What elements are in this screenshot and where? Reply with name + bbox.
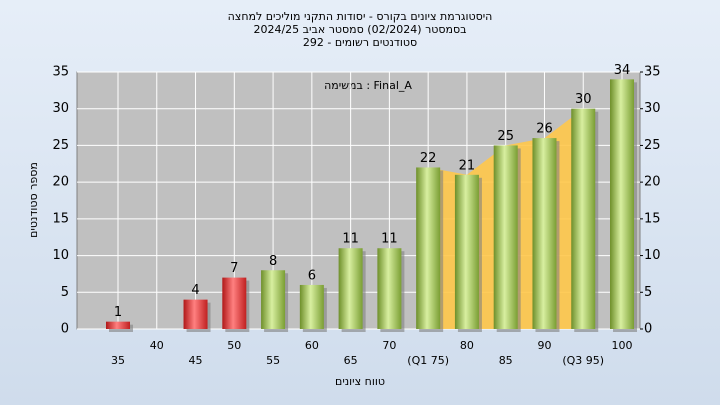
y-axis-label: מספר סטודנטים (27, 162, 40, 238)
value-label: 4 (191, 283, 199, 298)
bar (416, 167, 441, 329)
x-axis-label: טווח ציונים (335, 375, 385, 388)
x-tick-label: 65 (344, 354, 358, 367)
x-tick-label: 100 (612, 339, 633, 352)
annotation: במשימה : Final_A (324, 79, 412, 92)
y2-tick-label: 25 (644, 138, 661, 153)
value-label: 7 (230, 261, 238, 276)
y2-tick-label: 30 (644, 101, 661, 116)
value-label: 26 (536, 122, 553, 137)
value-label: 21 (459, 158, 476, 173)
y-tick-label: 0 (61, 322, 69, 337)
x-tick-label: 35 (111, 354, 125, 367)
x-tick-label: 70 (382, 339, 396, 352)
value-label: 11 (381, 232, 398, 247)
y2-tick-label: 35 (644, 65, 661, 80)
value-label: 11 (342, 232, 359, 247)
x-tick-label: (Q1 75) (407, 354, 449, 367)
title-line: בסמסטר (02/2024) סמסטר אביב 2024/25 (253, 23, 466, 36)
x-tick-label: 85 (499, 354, 513, 367)
value-label: 8 (269, 254, 277, 269)
value-label: 34 (614, 63, 631, 78)
y2-tick-label: 0 (644, 322, 652, 337)
y-tick-label: 5 (61, 285, 69, 300)
y2-tick-label: 15 (644, 211, 661, 226)
bar (610, 79, 635, 329)
title-line: היסטוגרמת ציונים בקורס - יסודות התקני מו… (228, 10, 493, 23)
value-label: 22 (420, 151, 437, 166)
x-tick-label: (Q3 95) (562, 354, 604, 367)
bar (377, 248, 402, 329)
bar (493, 145, 518, 329)
y2-tick-label: 10 (644, 248, 661, 263)
x-tick-label: 40 (150, 339, 164, 352)
y-tick-label: 10 (52, 248, 69, 263)
value-label: 1 (114, 305, 122, 320)
x-tick-label: 90 (537, 339, 551, 352)
x-tick-label: 55 (266, 354, 280, 367)
y-tick-label: 30 (52, 101, 69, 116)
value-label: 6 (308, 268, 316, 283)
bar (338, 248, 363, 329)
y-tick-label: 35 (52, 65, 69, 80)
value-label: 25 (497, 129, 514, 144)
bar (222, 277, 247, 329)
bar (261, 270, 286, 329)
x-tick-label: 80 (460, 339, 474, 352)
y2-tick-label: 20 (644, 175, 661, 190)
title-line: סטודנטים רשומים - 292 (303, 36, 417, 49)
x-tick-label: 60 (305, 339, 319, 352)
bar (532, 138, 557, 329)
y2-tick-label: 5 (644, 285, 652, 300)
y-tick-label: 20 (52, 175, 69, 190)
x-tick-label: 45 (189, 354, 203, 367)
y-tick-label: 15 (52, 211, 69, 226)
value-label: 30 (575, 92, 592, 107)
bar (183, 299, 208, 329)
y-tick-label: 25 (52, 138, 69, 153)
bar (106, 321, 130, 329)
bar (454, 174, 479, 329)
bar (299, 284, 324, 329)
x-tick-label: 50 (227, 339, 241, 352)
bar (571, 108, 596, 329)
